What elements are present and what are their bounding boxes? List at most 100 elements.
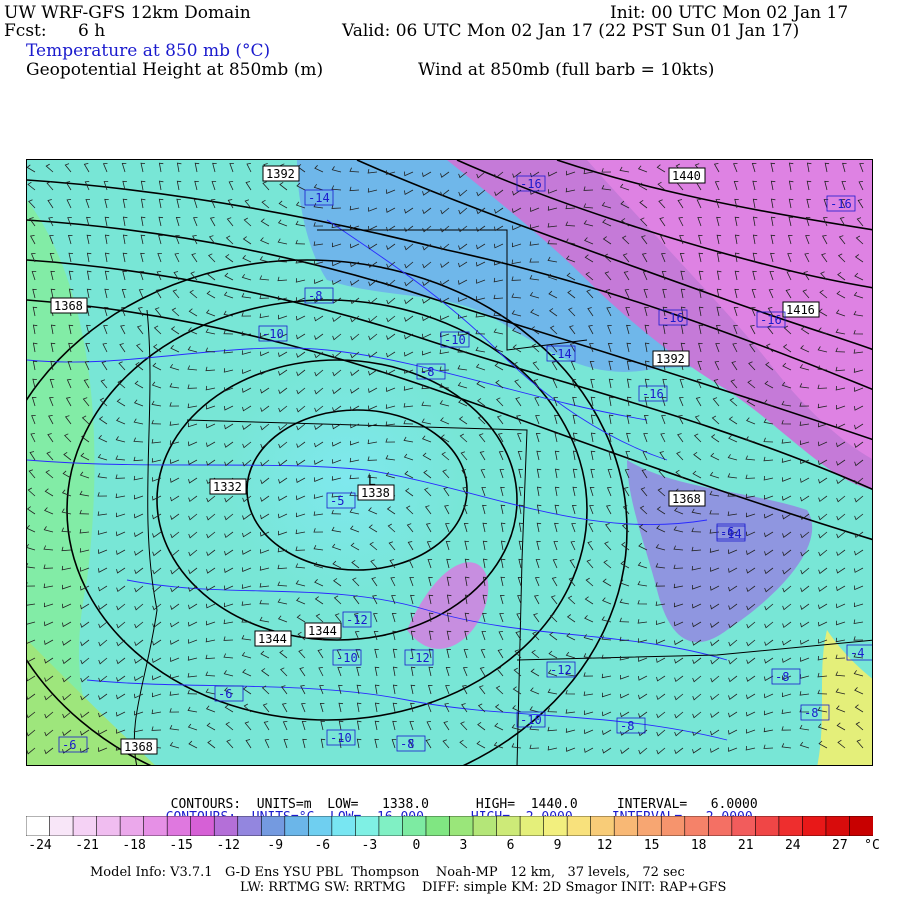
wind-barb	[404, 171, 414, 177]
height-label: 1440	[672, 169, 701, 183]
wind-barb	[421, 418, 432, 425]
wind-barb	[245, 181, 252, 191]
wind-barb	[566, 170, 576, 176]
wind-barb	[331, 476, 342, 481]
wind-barb	[553, 397, 558, 407]
wind-barb	[461, 469, 468, 479]
wind-barb	[589, 343, 594, 353]
colorbar-tick-label: -3	[361, 838, 378, 853]
wind-barb	[314, 405, 324, 413]
wind-barb	[138, 289, 144, 299]
wind-barb	[331, 509, 342, 515]
wind-barb	[440, 225, 450, 233]
wind-barb	[854, 549, 864, 556]
wind-barb	[855, 235, 864, 245]
wind-barb	[728, 693, 738, 700]
wind-barb	[428, 666, 434, 677]
wind-barb	[374, 738, 379, 749]
wind-barb	[818, 513, 828, 521]
wind-barb	[350, 440, 360, 446]
wind-barb	[277, 598, 288, 605]
wind-barb	[547, 223, 558, 228]
wind-barb	[511, 310, 522, 317]
wind-barb	[440, 189, 450, 197]
wind-barb	[787, 234, 793, 245]
wind-barb	[805, 235, 810, 245]
wind-barb	[443, 487, 450, 497]
wind-barb	[188, 531, 198, 539]
wind-barb	[368, 207, 378, 212]
wind-barb	[170, 477, 180, 483]
wind-barb	[223, 291, 234, 299]
wind-barb	[225, 721, 234, 731]
wind-barb	[623, 271, 630, 281]
wind-barb	[278, 530, 288, 536]
wind-barb	[278, 441, 288, 449]
wind-barb	[458, 416, 468, 425]
wind-barb	[584, 596, 594, 605]
wind-barb	[493, 294, 504, 300]
height-contours	[27, 160, 872, 765]
wind-barb	[428, 648, 434, 659]
wind-barb	[242, 686, 252, 695]
wind-barb	[67, 217, 72, 227]
wind-barb	[530, 668, 540, 677]
wind-barb	[515, 631, 522, 641]
colorbar-tick-label: 18	[690, 838, 707, 853]
wind-barb	[205, 385, 216, 391]
temperature-label: -16	[642, 387, 664, 401]
wind-barb	[191, 253, 198, 263]
wind-barb	[620, 693, 630, 699]
wind-barb	[478, 685, 486, 695]
wind-barb	[80, 567, 90, 572]
wind-barb	[781, 419, 792, 425]
wind-barb	[151, 709, 162, 715]
wind-barb	[422, 243, 432, 251]
wind-barb	[638, 542, 648, 551]
wind-barb	[86, 270, 92, 281]
wind-barb	[713, 163, 720, 173]
wind-barb	[518, 522, 524, 533]
wind-barb	[602, 578, 612, 587]
wind-barb	[350, 423, 360, 429]
wind-barb	[692, 711, 702, 719]
wind-barb	[589, 360, 595, 371]
wind-barb	[781, 709, 792, 714]
wind-barb	[27, 657, 36, 663]
wind-barb	[533, 613, 540, 623]
wind-barb	[277, 581, 288, 587]
wind-barb	[458, 225, 468, 233]
wind-barb	[422, 297, 432, 304]
wind-barb	[512, 705, 522, 713]
wind-barb	[691, 565, 702, 571]
wind-barb	[85, 199, 90, 209]
wind-barb	[530, 687, 540, 695]
wind-barb	[44, 507, 54, 515]
wind-barb	[134, 567, 144, 575]
wind-barb	[277, 615, 288, 623]
wind-barb	[133, 399, 144, 407]
wind-barb	[569, 343, 576, 353]
wind-barb	[836, 549, 846, 557]
wind-barb	[518, 468, 523, 479]
wind-barb	[188, 603, 198, 610]
wind-barb	[620, 747, 630, 755]
wind-barb	[709, 471, 720, 479]
wind-barb	[677, 415, 684, 425]
wind-barb	[854, 254, 864, 263]
wind-barb	[692, 621, 702, 628]
wind-barb	[98, 567, 108, 573]
wind-barb	[331, 166, 342, 173]
temperature-labels: -14-16-16-8-10 -10-8-14-16 -16-16-14-5-12-…	[58, 175, 872, 753]
height-label: 1368	[672, 492, 701, 506]
wind-barb	[547, 206, 558, 211]
wind-barb	[656, 747, 666, 755]
wind-barb	[518, 486, 524, 497]
wind-barb	[205, 347, 216, 353]
wind-barb	[457, 365, 468, 371]
colorbar-tick-label: -15	[169, 838, 193, 853]
wind-barb	[245, 739, 252, 749]
wind-barb	[637, 619, 648, 624]
colorbar-swatch	[378, 816, 404, 836]
wind-barb	[655, 582, 666, 587]
